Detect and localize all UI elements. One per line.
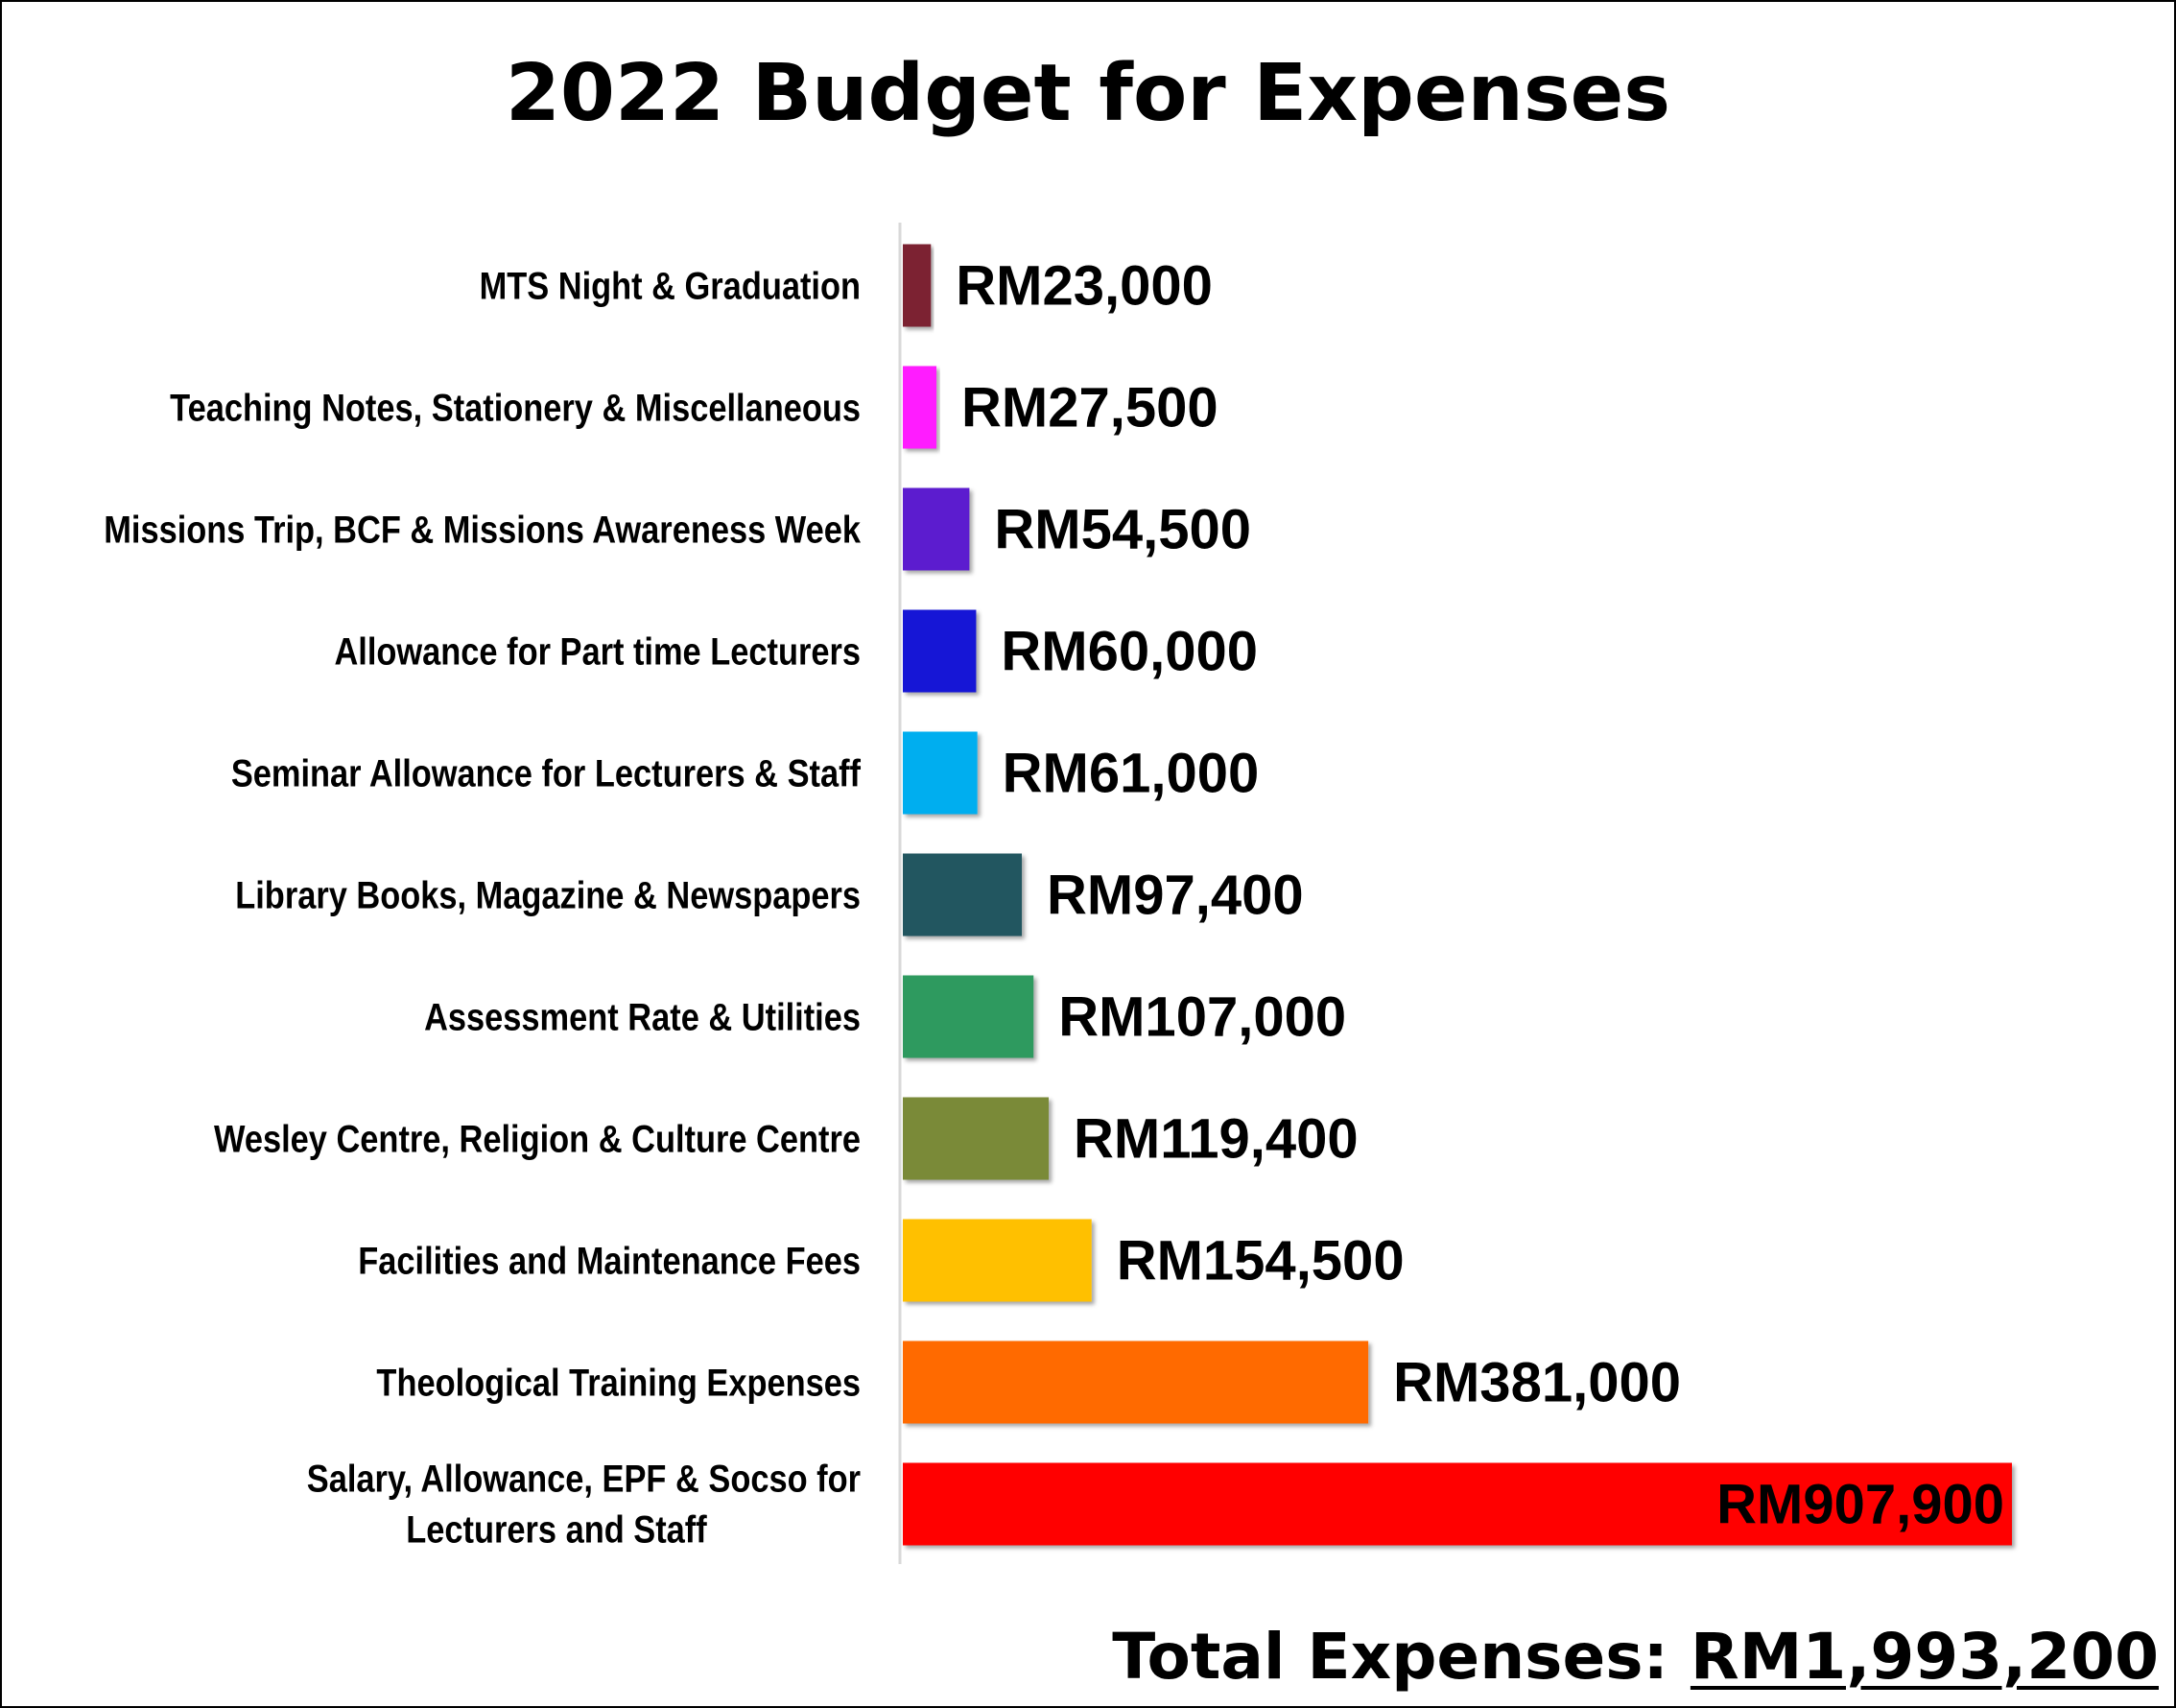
value-label: RM154,500	[1117, 1230, 1405, 1293]
category-label: Seminar Allowance for Lecturers & Staff	[231, 751, 862, 795]
bar-salary-allowance-epf-and-socso-for-lecturers-and-staff	[903, 1462, 2012, 1546]
total-label: Total Expenses:	[1112, 1620, 1691, 1694]
value-label: RM27,500	[961, 377, 1218, 439]
value-label: RM54,500	[994, 499, 1251, 561]
value-label: RM60,000	[1001, 621, 1258, 683]
category-label: Library Books, Magazine & Newspapers	[235, 873, 861, 916]
bar-seminar-allowance-for-lecturers-and-staff	[903, 731, 978, 815]
value-label: RM381,000	[1393, 1352, 1681, 1414]
category-label: MTS Night & Graduation	[480, 264, 861, 307]
bar-teaching-notes-stationery-and-miscellaneous	[903, 366, 937, 449]
value-label: RM97,400	[1047, 865, 1304, 927]
category-label: Allowance for Part time Lecturers	[334, 629, 861, 673]
bar-mts-night-and-graduation	[903, 244, 932, 327]
bar-theological-training-expenses	[903, 1340, 1369, 1424]
category-label: Teaching Notes, Stationery & Miscellaneo…	[170, 386, 861, 429]
category-label: Theological Training Expenses	[376, 1361, 861, 1404]
category-label: Facilities and Maintenance Fees	[358, 1239, 861, 1282]
bar-assessment-rate-and-utilities	[903, 975, 1034, 1058]
value-label: RM119,400	[1074, 1108, 1359, 1171]
category-label: Salary, Allowance, EPF & Socso for Lectur…	[307, 1457, 861, 1551]
bar-allowance-for-part-time-lecturers	[903, 609, 977, 693]
total-value: RM1,993,200	[1690, 1620, 2159, 1694]
bar-wesley-centre-religion-and-culture-centre	[903, 1097, 1050, 1180]
category-label: Assessment Rate & Utilities	[424, 995, 861, 1038]
category-label: Wesley Centre, Religion & Culture Centre	[214, 1117, 861, 1160]
bar-library-books-magazine-and-newspapers	[903, 853, 1023, 937]
total-expenses: Total Expenses: RM1,993,200	[1112, 1620, 2159, 1694]
chart-title: 2022 Budget for Expenses	[505, 48, 1671, 139]
value-label: RM907,900	[1716, 1474, 2004, 1536]
bar-facilities-and-maintenance-fees	[903, 1219, 1092, 1302]
category-label: Missions Trip, BCF & Missions Awareness …	[104, 508, 861, 551]
value-label: RM107,000	[1058, 986, 1346, 1049]
value-label: RM23,000	[956, 255, 1213, 318]
bar-missions-trip-bcf-and-missions-awareness-week	[903, 487, 970, 571]
value-label: RM61,000	[1003, 743, 1260, 805]
